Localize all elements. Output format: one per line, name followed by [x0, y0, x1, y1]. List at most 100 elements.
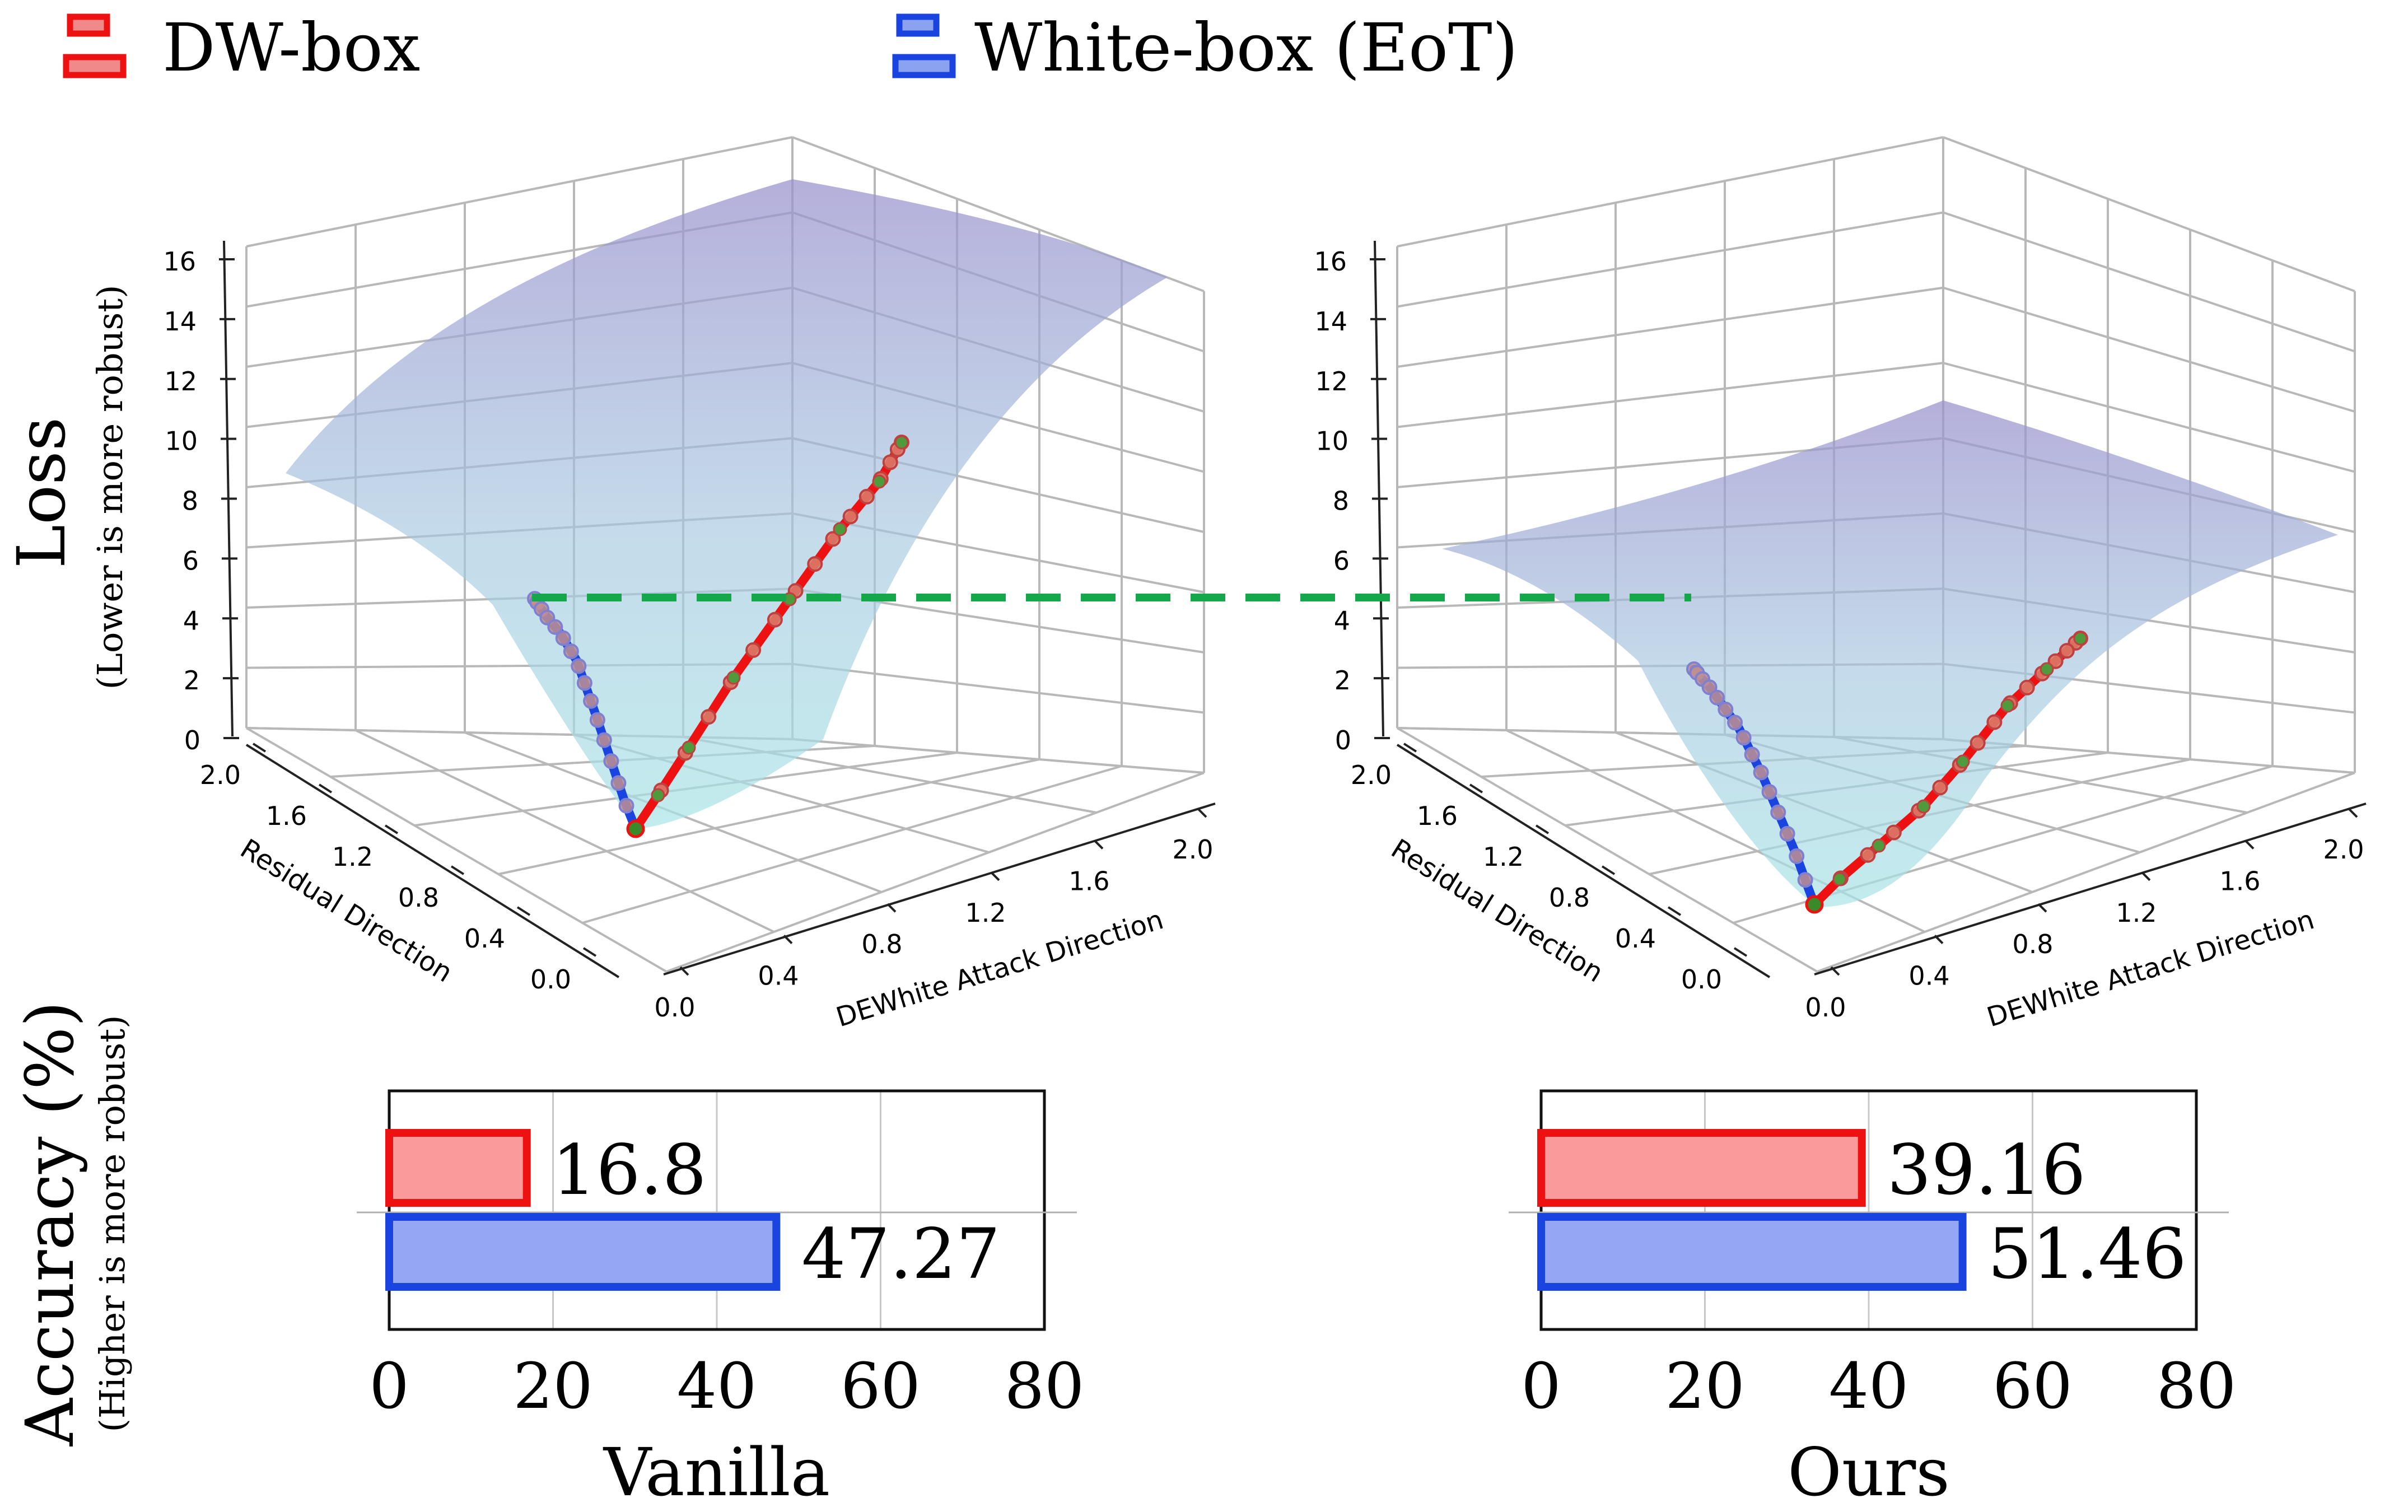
- accuracy-label-sub: (Higher is more robust): [92, 1015, 133, 1432]
- bar-value-label: 47.27: [801, 1214, 1000, 1295]
- grid-line-right-wall-h: [1943, 211, 2355, 353]
- grid-line-right-wall-h: [1943, 136, 2355, 292]
- z-tick-label: 14: [1314, 306, 1347, 337]
- white-box-path-marker: [1709, 689, 1725, 706]
- grid-line-floor: [355, 729, 774, 933]
- z-tick-label: 16: [163, 246, 196, 277]
- z-tick-label: 12: [1315, 366, 1348, 396]
- legend-label-white-box: White-box (EoT): [974, 9, 1518, 86]
- y-tick-label: 0.8: [398, 883, 439, 913]
- grid-line-floor: [792, 738, 1205, 774]
- x-tick-label: 0.8: [861, 929, 902, 959]
- dw-box-path-marker: [1860, 847, 1876, 863]
- y-axis-line: [245, 744, 620, 978]
- grid-line-floor: [1396, 727, 1818, 973]
- x-tick-mark: [1094, 839, 1104, 850]
- surface-panel-vanilla: 0 2 4 6 8 10 12 14 16 2.0 1.6 1.2 0.8 0.4 0.0 0.0 0.4 0.8…: [163, 136, 1216, 1033]
- dw-box-path-marker: [1886, 824, 1902, 841]
- dw-box-path-marker: [701, 709, 717, 725]
- dw-box-step-marker: [651, 788, 665, 802]
- bar-x-tick-label: 80: [2157, 1350, 2237, 1423]
- y-tick-mark: [582, 947, 597, 957]
- y-tick-label: 2.0: [200, 760, 241, 790]
- dw-box-path-marker: [1932, 780, 1948, 796]
- bar-x-tick-label: 20: [513, 1350, 593, 1423]
- z-tick-label: 8: [1333, 486, 1349, 516]
- x-tick-mark: [990, 871, 1000, 881]
- white-box-path-marker: [1770, 804, 1786, 820]
- legend-item-white-box: White-box (EoT): [892, 9, 1518, 86]
- dw-box-step-marker: [1872, 838, 1886, 853]
- dw-box-path-marker: [2019, 679, 2035, 696]
- dw-box-step-marker: [682, 740, 696, 755]
- bar-x-tick-label: 0: [369, 1350, 409, 1423]
- y-tick-label: 1.2: [1483, 842, 1524, 872]
- white-box-path-marker: [1701, 679, 1718, 696]
- z-tick-label: 2: [184, 665, 200, 696]
- x-tick-mark: [886, 903, 897, 913]
- minimum-point-marker: [1805, 895, 1824, 914]
- x-tick-mark: [1934, 935, 1944, 945]
- y-axis-line: [1396, 744, 1771, 978]
- z-tick-label: 12: [164, 366, 197, 396]
- bar-white-box: [1537, 1213, 1967, 1291]
- z-tick-label: 10: [1315, 426, 1348, 456]
- dw-box-step-marker: [2000, 698, 2015, 713]
- dw-box-path-marker: [807, 556, 823, 572]
- bar-x-tick-label: 80: [1005, 1350, 1085, 1423]
- grid-line-left-wall-h: [1397, 286, 1944, 368]
- z-tick-label: 6: [1333, 545, 1350, 576]
- dw-box-path-marker: [745, 642, 762, 658]
- z-tick-label: 16: [1314, 246, 1347, 277]
- z-tick-label: 2: [1334, 665, 1351, 696]
- dw-box-path-marker: [1970, 735, 1986, 751]
- dw-box-path-marker: [2059, 643, 2075, 659]
- bar-x-tick-label: 0: [1521, 1350, 1561, 1423]
- z-tick-label: 4: [1334, 605, 1350, 636]
- grid-line-floor: [245, 727, 668, 973]
- dw-box-step-marker: [2040, 662, 2054, 676]
- grid-line-floor: [582, 765, 1122, 924]
- bar-white-box: [385, 1213, 781, 1291]
- accuracy-axis-label: Accuracy (%) (Higher is more robust): [11, 1001, 133, 1447]
- y-tick-label: 1.6: [266, 801, 307, 831]
- white-box-path-marker: [1797, 872, 1813, 888]
- white-box-path-marker: [1753, 764, 1769, 781]
- white-box-path-marker: [547, 619, 563, 635]
- z-tick-label: 14: [164, 306, 197, 337]
- y-tick-mark: [318, 783, 333, 794]
- y-tick-mark: [516, 906, 531, 916]
- bar-x-tick-label: 60: [841, 1350, 921, 1423]
- bar-plot-frame: [388, 1089, 1046, 1331]
- attack-paths: [1686, 631, 2088, 914]
- x-tick-mark: [2141, 871, 2151, 881]
- white-box-path-marker: [1761, 784, 1777, 800]
- white-box-path-marker: [1789, 848, 1805, 864]
- white-box-path-marker: [618, 797, 634, 814]
- x-tick-mark: [2037, 903, 2047, 913]
- white-box-path-marker: [576, 675, 592, 691]
- z-axis-line: [1374, 240, 1384, 737]
- dw-box-step-marker: [1956, 754, 1970, 769]
- y-tick-label: 0.4: [1615, 923, 1656, 954]
- loss-surface: [286, 179, 1168, 829]
- x-axis-line: [663, 802, 1216, 976]
- white-box-path-marker: [1735, 730, 1752, 746]
- grid-line-right-wall-h: [792, 662, 1205, 714]
- surface-panel-ours: 0 2 4 6 8 10 12 14 16 2.0 1.6 1.2 0.8 0.4 0.0 0.0 0.4 0.8…: [1314, 136, 2367, 1033]
- white-box-path-marker: [603, 753, 619, 769]
- white-box-path-marker: [571, 658, 587, 674]
- dw-box-path-marker: [882, 454, 898, 470]
- grid-line-floor: [1817, 772, 2355, 973]
- dw-box-path-marker: [1986, 714, 2003, 730]
- x-tick-label: 2.0: [1172, 834, 1213, 865]
- y-tick-mark: [1733, 947, 1748, 957]
- loss-surface: [1442, 400, 2338, 907]
- bar-x-tick-label: 40: [1829, 1350, 1909, 1423]
- dw-box-path-marker: [858, 488, 875, 505]
- white-box-path-marker: [583, 693, 599, 709]
- white-box-path-marker: [589, 712, 605, 728]
- y-tick-label: 1.2: [332, 842, 373, 872]
- dw-box-step-marker: [872, 474, 886, 489]
